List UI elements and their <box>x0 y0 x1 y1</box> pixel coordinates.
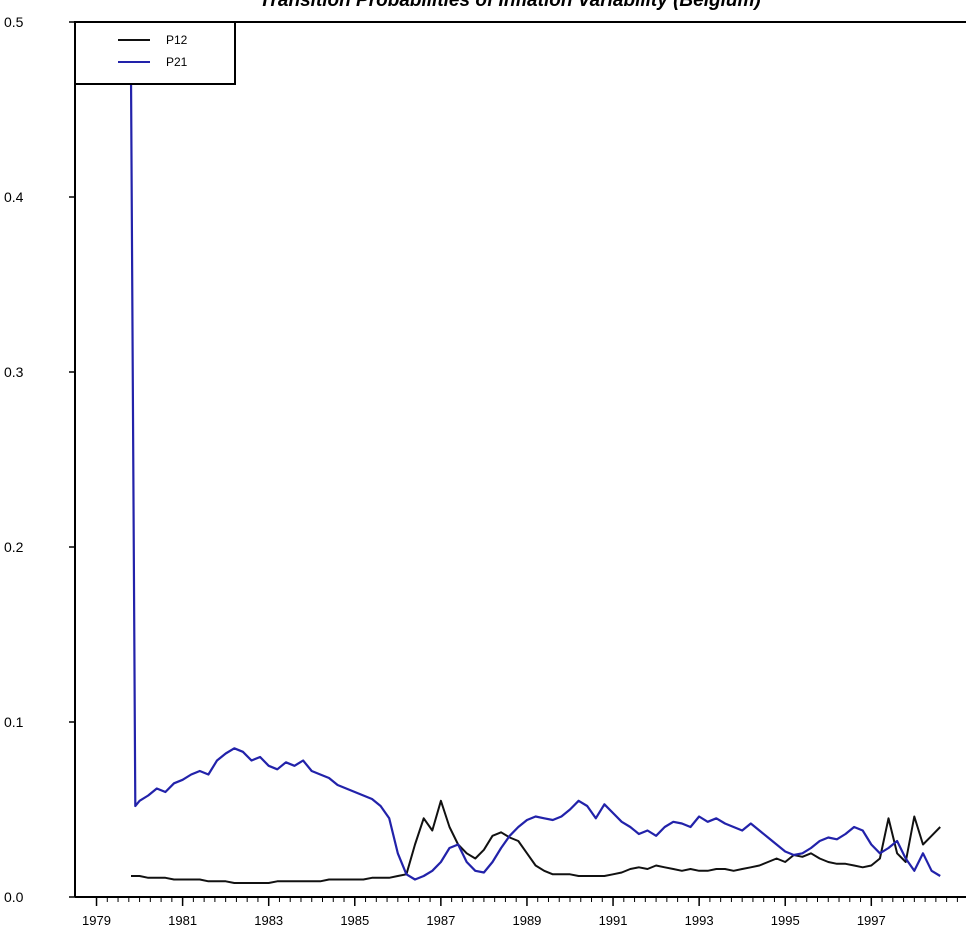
legend: P12 P21 <box>75 22 235 84</box>
legend-label-p21: P21 <box>166 55 188 69</box>
y-tick-label: 0.1 <box>4 714 24 730</box>
chart-title: Transition Probabilities of Inflation Va… <box>259 0 760 11</box>
y-tick-label: 0.3 <box>4 364 24 380</box>
x-tick-label: 1985 <box>340 913 369 928</box>
x-tick-label: 1993 <box>685 913 714 928</box>
x-tick-label: 1987 <box>426 913 455 928</box>
x-minor-ticks <box>97 897 958 902</box>
x-tick-label: 1997 <box>857 913 886 928</box>
y-axis-ticks: 0.0 0.1 0.2 0.3 0.4 0.5 <box>4 14 75 905</box>
y-tick-label: 0.0 <box>4 889 24 905</box>
legend-label-p12: P12 <box>166 33 188 47</box>
x-tick-label: 1991 <box>599 913 628 928</box>
series-line-p21 <box>131 22 940 880</box>
x-tick-label: 1979 <box>82 913 111 928</box>
plot-frame <box>75 22 966 897</box>
y-tick-label: 0.4 <box>4 189 24 205</box>
series-lines <box>131 22 940 883</box>
y-tick-label: 0.2 <box>4 539 24 555</box>
x-tick-label: 1981 <box>168 913 197 928</box>
y-tick-label: 0.5 <box>4 14 24 30</box>
x-tick-label: 1989 <box>512 913 541 928</box>
x-tick-label: 1983 <box>254 913 283 928</box>
x-tick-label: 1995 <box>771 913 800 928</box>
legend-box <box>75 22 235 84</box>
